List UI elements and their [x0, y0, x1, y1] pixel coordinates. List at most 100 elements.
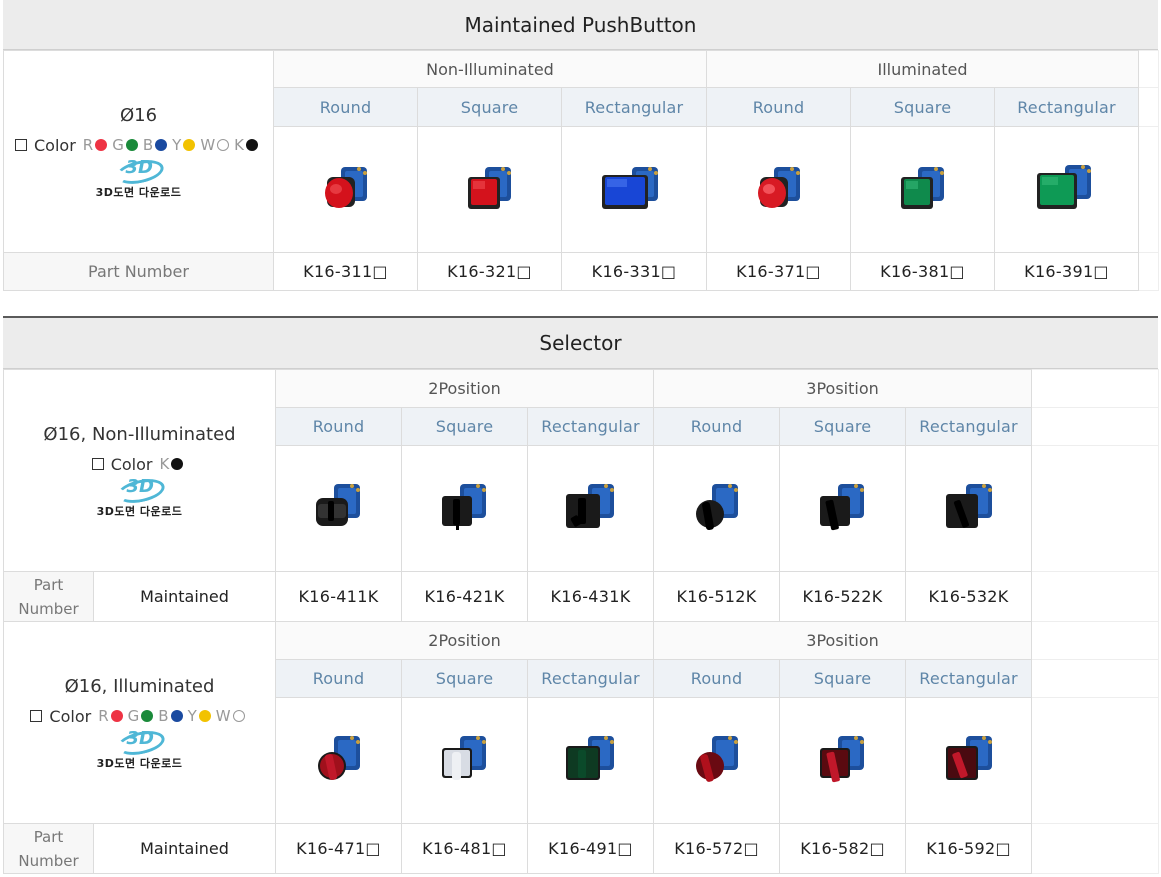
part-number[interactable]: K16-532K — [905, 571, 1033, 622]
color-letter-b: B — [158, 707, 169, 725]
color-letter-w: W — [200, 136, 216, 154]
shape-square: Square — [850, 87, 995, 127]
part-number[interactable]: K16-471□ — [275, 823, 402, 874]
selector-illuminated-colors: Color R G B Y W — [5, 707, 275, 726]
checkbox-icon — [91, 458, 104, 470]
yellow-dot-icon — [183, 139, 196, 151]
black-dot-icon — [171, 458, 184, 470]
selector-non-illuminated-description: Ø16, Non-Illuminated Color K 3D 3D도면 다운로… — [3, 369, 276, 572]
3d-download-logo[interactable]: 3D 3D도면 다운로드 — [94, 155, 184, 199]
part-number[interactable]: K16-522K — [779, 571, 907, 622]
group-illuminated: Illuminated — [705, 50, 1140, 88]
3d-download-logo[interactable]: 3D 3D도면 다운로드 — [95, 726, 185, 770]
part-number[interactable]: K16-321□ — [417, 252, 562, 291]
product-image-cell[interactable] — [273, 126, 418, 253]
color-letter-g: G — [127, 707, 140, 725]
product-image-cell[interactable] — [779, 445, 907, 572]
product-image-cell[interactable] — [526, 697, 655, 824]
pushbutton-description: Ø16 Color R G B Y W K 3D 3D도면 다운로드 — [3, 50, 274, 253]
product-image-cell[interactable] — [706, 126, 851, 253]
shape-rectangular: Rectangular — [561, 87, 707, 127]
shape-rectangular: Rectangular — [526, 407, 655, 446]
pushbutton-table: Ø16 Color R G B Y W K 3D 3D도면 다운로드 Non-I… — [3, 50, 1160, 291]
product-image-cell[interactable] — [653, 445, 781, 572]
green-dot-icon — [125, 139, 138, 151]
product-image-cell[interactable] — [275, 697, 402, 824]
pushbutton-section-title: Maintained PushButton — [3, 0, 1158, 50]
product-image-cell[interactable] — [993, 126, 1140, 253]
part-label-line1: Part — [33, 827, 64, 846]
pushbutton-color-options: Color R G B Y W K — [5, 136, 273, 155]
product-image-cell[interactable] — [275, 445, 402, 572]
color-letter-k: K — [234, 136, 244, 154]
selector-non-illuminated-colors: Color K — [5, 455, 275, 474]
checkbox-icon — [30, 710, 43, 722]
part-number[interactable]: K16-371□ — [706, 252, 851, 291]
group-2position: 2Position — [274, 621, 655, 660]
product-image-cell[interactable] — [561, 126, 707, 253]
selector-non-illuminated-title: Ø16, Non-Illuminated — [43, 423, 236, 445]
3d-download-caption: 3D도면 다운로드 — [96, 504, 183, 518]
part-number[interactable]: K16-331□ — [561, 252, 707, 291]
group-non-illuminated: Non-Illuminated — [273, 50, 707, 88]
product-image-cell[interactable] — [653, 697, 781, 824]
product-image-cell[interactable] — [401, 445, 528, 572]
blue-dot-icon — [155, 139, 168, 151]
selector-title-text: Selector — [539, 331, 622, 355]
selector-illuminated-title: Ø16, Illuminated — [64, 675, 215, 697]
part-number-label: Part Number — [3, 823, 94, 874]
3d-download-caption: 3D도면 다운로드 — [95, 185, 182, 199]
group-2position: 2Position — [274, 369, 655, 408]
color-letter-r: R — [98, 707, 109, 725]
product-image-cell[interactable] — [779, 697, 907, 824]
part-label-line2: Number — [18, 599, 79, 618]
yellow-dot-icon — [198, 710, 211, 722]
white-dot-icon — [217, 139, 230, 151]
product-image-cell[interactable] — [417, 126, 562, 253]
part-number[interactable]: K16-592□ — [905, 823, 1033, 874]
part-number[interactable]: K16-381□ — [850, 252, 995, 291]
blank-cell — [1031, 621, 1160, 660]
3d-download-logo[interactable]: 3D 3D도면 다운로드 — [95, 474, 185, 518]
part-number[interactable]: K16-411K — [275, 571, 402, 622]
shape-square: Square — [779, 659, 907, 698]
part-number-label: Part Number — [3, 571, 94, 622]
shape-rectangular: Rectangular — [526, 659, 655, 698]
shape-round: Round — [706, 87, 851, 127]
product-image-cell[interactable] — [905, 445, 1033, 572]
product-image-cell[interactable] — [850, 126, 995, 253]
part-number[interactable]: K16-431K — [526, 571, 655, 622]
part-number[interactable]: K16-491□ — [526, 823, 655, 874]
product-image-cell[interactable] — [401, 697, 528, 824]
blank-cell — [1138, 50, 1160, 88]
color-letter-b: B — [142, 136, 154, 154]
selector-table: Ø16, Non-Illuminated Color K 3D 3D도면 다운로… — [3, 369, 1160, 874]
shape-square: Square — [417, 87, 562, 127]
color-letter-r: R — [82, 136, 94, 154]
blank-cell — [1138, 252, 1160, 291]
color-letter-k: K — [159, 455, 170, 473]
color-letter-g: G — [112, 136, 124, 154]
part-number[interactable]: K16-391□ — [993, 252, 1140, 291]
blank-cell — [1031, 369, 1160, 408]
color-letter-y: Y — [172, 136, 182, 154]
part-number[interactable]: K16-311□ — [273, 252, 418, 291]
product-image-cell[interactable] — [905, 697, 1033, 824]
blank-cell — [1138, 87, 1160, 127]
color-letter-w: W — [215, 707, 231, 725]
3d-logo-text: 3D — [125, 156, 153, 178]
shape-round: Round — [275, 407, 402, 446]
blank-cell — [1031, 697, 1160, 824]
part-number[interactable]: K16-572□ — [653, 823, 781, 874]
white-dot-icon — [232, 710, 245, 722]
part-number-label: Part Number — [3, 252, 274, 291]
part-number[interactable]: K16-582□ — [779, 823, 907, 874]
part-number[interactable]: K16-421K — [401, 571, 528, 622]
product-image-cell[interactable] — [526, 445, 655, 572]
blank-cell — [1031, 445, 1160, 572]
shape-round: Round — [653, 659, 781, 698]
part-number[interactable]: K16-512K — [653, 571, 781, 622]
part-number[interactable]: K16-481□ — [401, 823, 528, 874]
group-3position: 3Position — [653, 621, 1033, 660]
maintained-label: Maintained — [93, 823, 276, 874]
